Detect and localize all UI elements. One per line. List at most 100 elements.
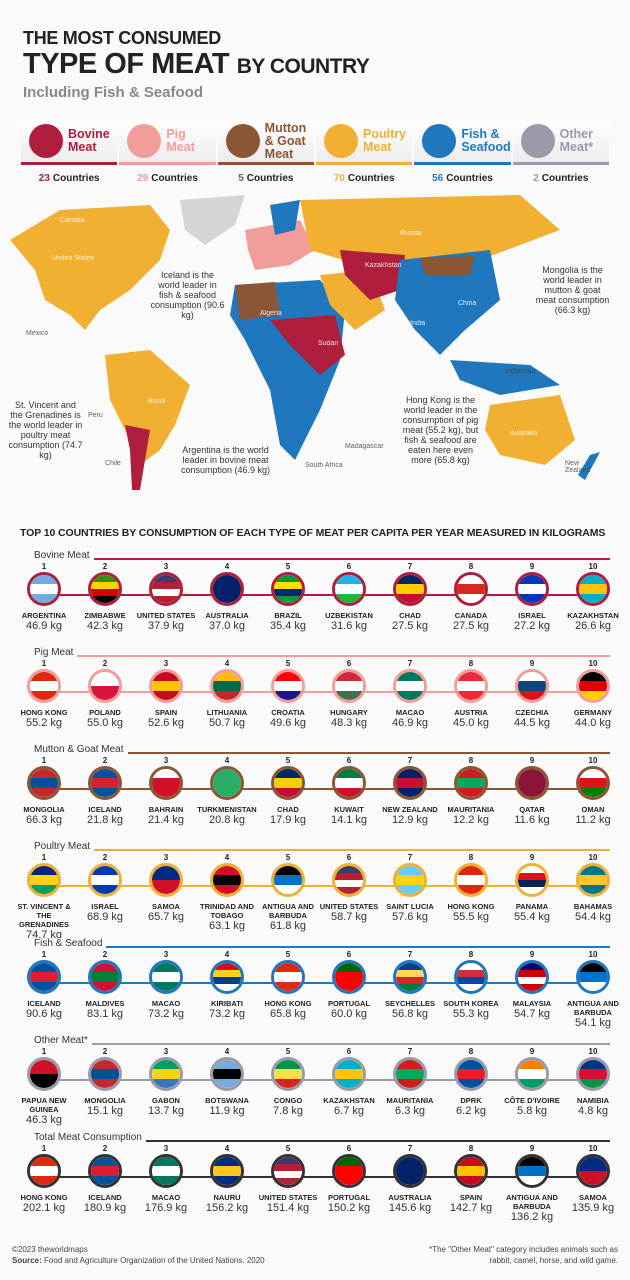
map-label: Mexico bbox=[26, 330, 49, 337]
rank-number: 5 bbox=[285, 756, 291, 765]
legend-count: 29 Countries bbox=[119, 173, 215, 184]
rank-item: 9 MALAYSIA 54.7 kg bbox=[501, 950, 563, 1020]
legend-card: Mutton & Goat Meat 5 Countries bbox=[217, 120, 314, 184]
flag-icon bbox=[27, 863, 61, 897]
flag-icon bbox=[515, 1057, 549, 1091]
legend-box: Other Meat* bbox=[512, 120, 609, 165]
consumption-value: 156.2 kg bbox=[205, 1202, 249, 1214]
country-name: HONG KONG bbox=[20, 708, 68, 717]
country-name: MACAO bbox=[151, 1193, 181, 1202]
annotation-st-vincent: St. Vincent and the Grenadines is the wo… bbox=[8, 400, 83, 460]
greenland bbox=[180, 195, 245, 245]
section-total-meat-consumption: Total Meat Consumption 1 HONG KONG 202.1 kg… bbox=[0, 1132, 630, 1229]
rank-number: 6 bbox=[346, 659, 352, 668]
title-main: TYPE OF MEAT bbox=[23, 48, 230, 80]
rank-item: 8 DPRK 6.2 kg bbox=[440, 1047, 502, 1117]
section-divider bbox=[34, 558, 610, 560]
rank-item: 10 SAMOA 135.9 kg bbox=[562, 1144, 624, 1214]
flag-icon bbox=[210, 766, 244, 800]
rank-item: 4 NAURU 156.2 kg bbox=[196, 1144, 258, 1214]
rank-number: 9 bbox=[529, 756, 535, 765]
country-count: 2 bbox=[533, 173, 539, 184]
country-name: SAMOA bbox=[152, 902, 180, 911]
country-name: ISRAEL bbox=[91, 902, 119, 911]
country-name: ANTIGUA AND BARBUDA bbox=[506, 1193, 558, 1211]
flag-icon bbox=[576, 669, 610, 703]
rank-number: 5 bbox=[285, 853, 291, 862]
country-name: HONG KONG bbox=[264, 999, 312, 1008]
country-name: ANTIGUA AND BARBUDA bbox=[567, 999, 619, 1017]
country-name: KIRIBATI bbox=[211, 999, 243, 1008]
rank-number: 10 bbox=[588, 950, 598, 959]
country-name: SOUTH KOREA bbox=[443, 999, 499, 1008]
country-name: ICELAND bbox=[88, 1193, 122, 1202]
consumption-value: 12.2 kg bbox=[452, 814, 490, 826]
country-name: ANTIGUA AND BARBUDA bbox=[262, 902, 314, 920]
country-name: NAURU bbox=[213, 1193, 241, 1202]
flag-icon bbox=[149, 572, 183, 606]
annotation-hong-kong: Hong Kong is the world leader in the con… bbox=[402, 395, 479, 465]
flag-icon bbox=[88, 1154, 122, 1188]
flag-icon bbox=[515, 1154, 549, 1188]
flag-icon bbox=[210, 1154, 244, 1188]
annotation-mongolia: Mongolia is the world leader in mutton &… bbox=[535, 265, 610, 315]
flag-icon bbox=[515, 669, 549, 703]
rank-item: 8 MAURITANIA 12.2 kg bbox=[440, 756, 502, 826]
consumption-value: 83.1 kg bbox=[86, 1008, 124, 1020]
rank-item: 6 PORTUGAL 60.0 kg bbox=[318, 950, 380, 1020]
flag-icon bbox=[515, 960, 549, 994]
map-label: Sudan bbox=[318, 340, 339, 347]
country-name: CONGO bbox=[273, 1096, 303, 1105]
consumption-value: 54.4 kg bbox=[574, 911, 612, 923]
count-suffix: Countries bbox=[541, 173, 589, 184]
rank-item: 6 KUWAIT 14.1 kg bbox=[318, 756, 380, 826]
country-name: MONGOLIA bbox=[23, 805, 65, 814]
country-name: SAMOA bbox=[579, 1193, 607, 1202]
flag-icon bbox=[27, 1057, 61, 1091]
country-name: GABON bbox=[152, 1096, 180, 1105]
flag-icon bbox=[210, 669, 244, 703]
flag-icon bbox=[27, 766, 61, 800]
consumption-value: 50.7 kg bbox=[208, 717, 246, 729]
flag-icon bbox=[149, 863, 183, 897]
map-shapes bbox=[10, 195, 600, 490]
consumption-value: 26.6 kg bbox=[574, 620, 612, 632]
rank-number: 10 bbox=[588, 756, 598, 765]
flag-icon bbox=[515, 863, 549, 897]
source-text: Food and Agriculture Organization of the… bbox=[44, 1256, 265, 1265]
rank-item: 7 AUSTRALIA 145.6 kg bbox=[379, 1144, 441, 1214]
rank-number: 8 bbox=[468, 659, 474, 668]
rank-item: 10 KAZAKHSTAN 26.6 kg bbox=[562, 562, 624, 632]
section-title: Poultry Meat bbox=[34, 841, 95, 852]
country-name: MONGOLIA bbox=[84, 1096, 126, 1105]
consumption-value: 150.2 kg bbox=[327, 1202, 371, 1214]
legend-card: Poultry Meat 70 Countries bbox=[315, 120, 413, 184]
country-name: ISRAEL bbox=[518, 611, 546, 620]
flag-icon bbox=[27, 1154, 61, 1188]
section-title: Other Meat* bbox=[34, 1035, 92, 1046]
consumption-value: 65.7 kg bbox=[147, 911, 185, 923]
section-divider bbox=[34, 946, 610, 948]
rank-number: 6 bbox=[346, 756, 352, 765]
rank-number: 5 bbox=[285, 659, 291, 668]
flag-icon bbox=[332, 1057, 366, 1091]
rank-item: 4 TURKMENISTAN 20.8 kg bbox=[196, 756, 258, 826]
section-divider bbox=[34, 849, 610, 851]
consumption-value: 7.8 kg bbox=[273, 1105, 303, 1117]
section-poultry-meat: Poultry Meat 1 ST. VINCENT & THE GRENADINE… bbox=[0, 841, 630, 941]
meat-image-icon bbox=[225, 124, 260, 158]
rank-item: 8 CANADA 27.5 kg bbox=[440, 562, 502, 632]
rank-number: 8 bbox=[468, 1047, 474, 1056]
flag-icon bbox=[332, 960, 366, 994]
subtitle: Including Fish & Seafood bbox=[23, 84, 203, 101]
rank-item: 1 HONG KONG 55.2 kg bbox=[13, 659, 75, 729]
meat-image-icon bbox=[29, 124, 63, 158]
rank-connector-line bbox=[44, 885, 596, 887]
central-asia bbox=[340, 250, 405, 300]
rank-item: 8 SPAIN 142.7 kg bbox=[440, 1144, 502, 1214]
rank-number: 6 bbox=[346, 853, 352, 862]
flag-icon bbox=[88, 863, 122, 897]
rank-number: 7 bbox=[407, 562, 413, 571]
consumption-value: 20.8 kg bbox=[208, 814, 246, 826]
flag-icon bbox=[454, 766, 488, 800]
